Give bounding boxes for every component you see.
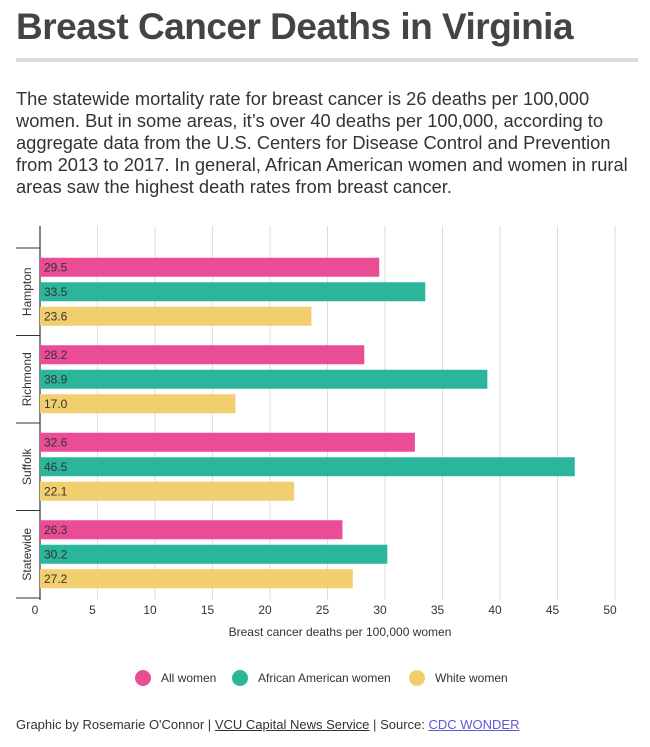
bar	[40, 569, 353, 589]
bar	[40, 394, 236, 414]
title-rule	[16, 58, 638, 62]
credit: Graphic by Rosemarie O'Connor	[16, 717, 205, 732]
y-tick-label: Hampton	[20, 267, 34, 316]
outlet-link[interactable]: VCU Capital News Service	[214, 717, 370, 732]
x-tick-label: 50	[603, 603, 617, 617]
x-tick-label: 5	[89, 603, 96, 617]
value-label: 22.1	[44, 484, 68, 498]
legend-swatch	[135, 670, 151, 686]
bar	[40, 306, 312, 326]
x-tick-label: 30	[373, 603, 387, 617]
separator: |	[373, 717, 377, 732]
value-label: 32.6	[44, 435, 68, 449]
x-tick-label: 0	[32, 603, 39, 617]
value-label: 33.5	[44, 285, 68, 299]
value-label: 38.9	[44, 372, 68, 386]
value-label: 30.2	[44, 547, 68, 561]
y-tick-label: Richmond	[20, 352, 34, 406]
bar	[40, 369, 488, 389]
bar	[40, 520, 343, 540]
source-label: Source:	[380, 717, 425, 732]
y-tick-label: Statewide	[20, 528, 34, 581]
chart: 0 5 10 15 20 25 30 35 40 45 50 Hampton 29.5 33.5 23.6 R…	[16, 226, 617, 686]
value-label: 28.2	[44, 348, 68, 362]
subtitle: The statewide mortality rate for breast …	[16, 88, 628, 197]
value-label: 46.5	[44, 460, 68, 474]
bar	[40, 481, 295, 501]
value-label: 17.0	[44, 397, 68, 411]
legend-swatch	[232, 670, 248, 686]
x-tick-label: 25	[316, 603, 330, 617]
legend-swatch	[409, 670, 425, 686]
source-link[interactable]: CDC WONDER	[428, 717, 520, 732]
separator: |	[207, 717, 212, 732]
bar	[40, 432, 415, 452]
x-tick-label: 35	[431, 603, 445, 617]
value-label: 29.5	[44, 260, 68, 274]
x-tick-label: 45	[546, 603, 560, 617]
x-axis-title: Breast cancer deaths per 100,000 women	[229, 625, 452, 639]
bar	[40, 345, 365, 365]
bar	[40, 544, 388, 564]
legend-label: African American women	[258, 671, 391, 685]
bar	[40, 457, 575, 477]
legend-label: All women	[161, 671, 216, 685]
footer: Graphic by Rosemarie O'Connor | VCU Capi…	[16, 717, 520, 732]
x-tick-label: 20	[258, 603, 272, 617]
x-tick-label: 40	[488, 603, 502, 617]
bar	[40, 282, 426, 302]
legend-label: White women	[435, 671, 508, 685]
value-label: 26.3	[44, 523, 68, 537]
y-tick-label: Suffolk	[20, 448, 34, 485]
value-label: 23.6	[44, 309, 68, 323]
value-label: 27.2	[44, 572, 68, 586]
bar	[40, 257, 380, 277]
x-tick-label: 10	[143, 603, 157, 617]
x-tick-label: 15	[201, 603, 215, 617]
title: Breast Cancer Deaths in Virginia	[16, 6, 574, 47]
